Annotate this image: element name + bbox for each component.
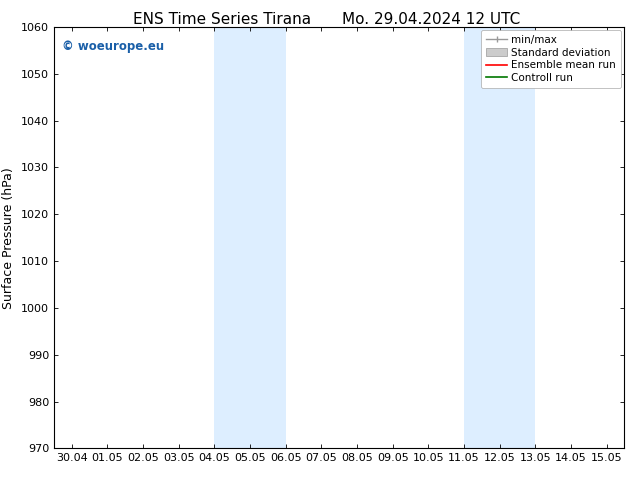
Text: Mo. 29.04.2024 12 UTC: Mo. 29.04.2024 12 UTC <box>342 12 521 27</box>
Text: ENS Time Series Tirana: ENS Time Series Tirana <box>133 12 311 27</box>
Text: © woeurope.eu: © woeurope.eu <box>62 40 165 52</box>
Bar <box>214 27 286 448</box>
Legend: min/max, Standard deviation, Ensemble mean run, Controll run: min/max, Standard deviation, Ensemble me… <box>481 30 621 88</box>
Bar <box>464 27 535 448</box>
Y-axis label: Surface Pressure (hPa): Surface Pressure (hPa) <box>3 167 15 309</box>
